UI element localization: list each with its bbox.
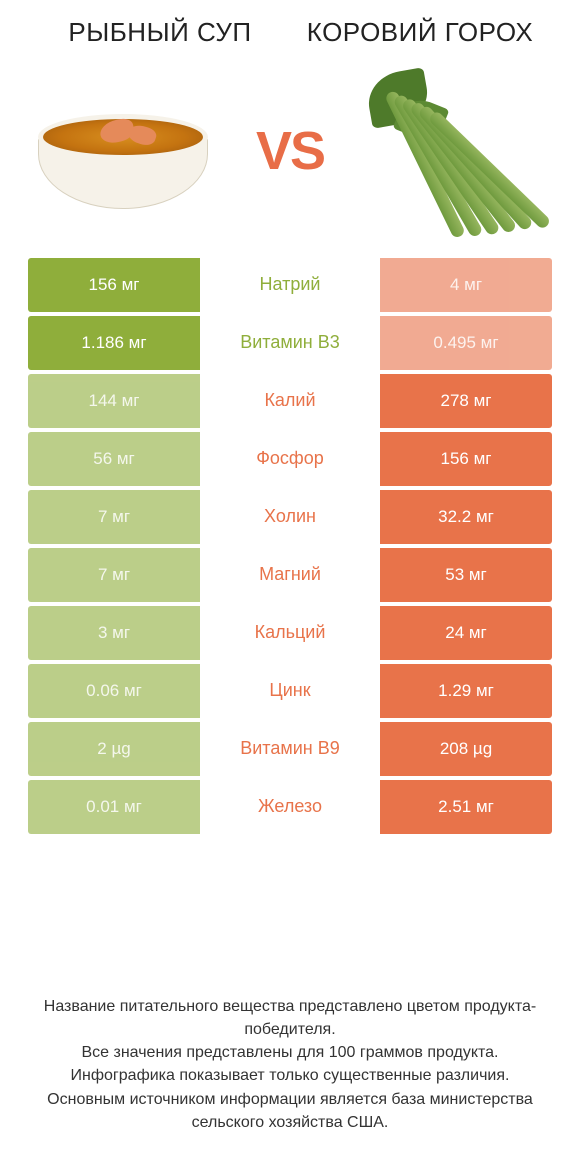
soup-illustration [28,66,218,236]
right-value-cell: 53 мг [380,548,552,602]
footer-notes: Название питательного вещества представл… [0,995,580,1134]
nutrient-label: Железо [200,780,380,834]
table-row: 1.186 мгВитамин B30.495 мг [28,316,552,370]
left-value-cell: 144 мг [28,374,200,428]
right-value-cell: 24 мг [380,606,552,660]
footer-line: Основным источником информации является … [28,1088,552,1134]
right-value-cell: 156 мг [380,432,552,486]
right-value-cell: 4 мг [380,258,552,312]
vs-label: VS [256,120,324,182]
nutrient-label: Цинк [200,664,380,718]
hero-row: VS [0,48,580,258]
left-value-cell: 3 мг [28,606,200,660]
left-product-title: РЫБНЫЙ СУП [30,18,290,48]
footer-line: Инфографика показывает только существенн… [28,1064,552,1087]
table-row: 0.06 мгЦинк1.29 мг [28,664,552,718]
table-row: 56 мгФосфор156 мг [28,432,552,486]
nutrient-label: Витамин B9 [200,722,380,776]
nutrient-label: Холин [200,490,380,544]
left-value-cell: 0.06 мг [28,664,200,718]
right-product-title: КОРОВИЙ ГОРОХ [290,18,550,48]
left-value-cell: 156 мг [28,258,200,312]
left-value-cell: 0.01 мг [28,780,200,834]
right-value-cell: 1.29 мг [380,664,552,718]
table-row: 2 µgВитамин B9208 µg [28,722,552,776]
right-value-cell: 0.495 мг [380,316,552,370]
table-row: 7 мгХолин32.2 мг [28,490,552,544]
left-value-cell: 1.186 мг [28,316,200,370]
header: РЫБНЫЙ СУП КОРОВИЙ ГОРОХ [0,0,580,48]
nutrient-label: Кальций [200,606,380,660]
footer-line: Все значения представлены для 100 граммо… [28,1041,552,1064]
right-value-cell: 2.51 мг [380,780,552,834]
right-value-cell: 32.2 мг [380,490,552,544]
table-row: 156 мгНатрий4 мг [28,258,552,312]
left-value-cell: 7 мг [28,490,200,544]
right-value-cell: 208 µg [380,722,552,776]
table-row: 144 мгКалий278 мг [28,374,552,428]
nutrient-label: Магний [200,548,380,602]
left-value-cell: 56 мг [28,432,200,486]
left-value-cell: 7 мг [28,548,200,602]
table-row: 0.01 мгЖелезо2.51 мг [28,780,552,834]
nutrient-label: Натрий [200,258,380,312]
beans-illustration [362,66,552,236]
nutrient-label: Витамин B3 [200,316,380,370]
table-row: 3 мгКальций24 мг [28,606,552,660]
nutrient-label: Фосфор [200,432,380,486]
left-value-cell: 2 µg [28,722,200,776]
nutrient-label: Калий [200,374,380,428]
table-row: 7 мгМагний53 мг [28,548,552,602]
nutrition-table: 156 мгНатрий4 мг1.186 мгВитамин B30.495 … [0,258,580,834]
footer-line: Название питательного вещества представл… [28,995,552,1041]
right-value-cell: 278 мг [380,374,552,428]
